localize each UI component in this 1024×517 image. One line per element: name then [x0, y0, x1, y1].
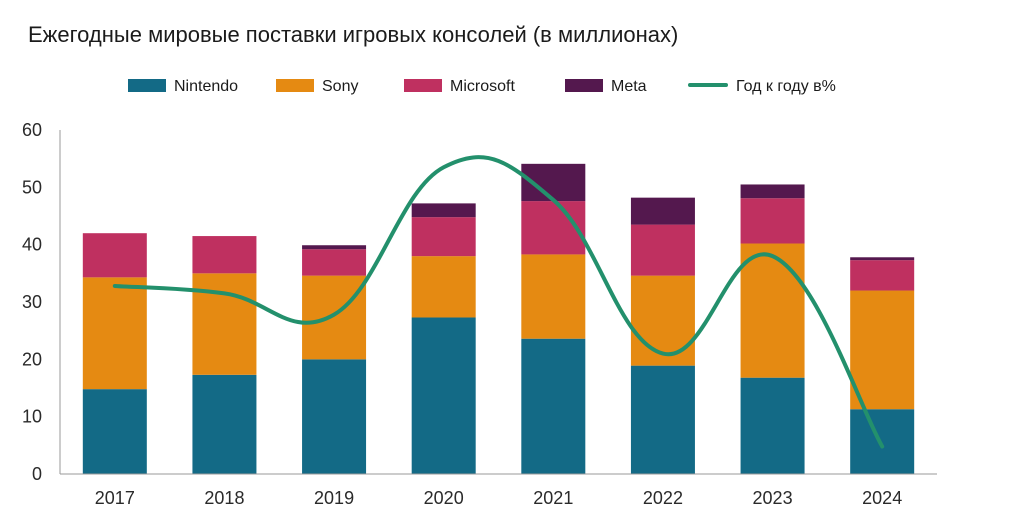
x-tick-label: 2021 — [533, 488, 573, 508]
x-tick-label: 2020 — [424, 488, 464, 508]
bar-microsoft-2018 — [192, 236, 257, 274]
y-tick-label: 50 — [22, 177, 42, 197]
bar-microsoft-2022 — [630, 224, 695, 276]
legend: Nintendo Sony Microsoft Meta Год к году в% — [128, 78, 836, 95]
y-tick-label: 10 — [22, 407, 42, 427]
x-tick-label: 2024 — [862, 488, 902, 508]
bar-microsoft-2017 — [82, 233, 147, 278]
bar-sony-2024 — [850, 290, 915, 410]
bar-nintendo-2021 — [521, 338, 586, 474]
bar-nintendo-2018 — [192, 374, 257, 474]
y-tick-label: 30 — [22, 292, 42, 312]
y-tick-label: 20 — [22, 349, 42, 369]
bar-sony-2021 — [521, 254, 586, 339]
legend-swatch-nintendo — [128, 79, 166, 92]
bar-sony-2023 — [740, 243, 805, 378]
bar-sony-2020 — [411, 256, 476, 318]
bar-microsoft-2019 — [302, 249, 367, 276]
bar-nintendo-2019 — [302, 359, 367, 474]
legend-swatch-meta — [565, 79, 603, 92]
legend-swatch-microsoft — [404, 79, 442, 92]
bar-microsoft-2024 — [850, 260, 915, 291]
bar-microsoft-2023 — [740, 198, 805, 244]
bar-microsoft-2020 — [411, 217, 476, 257]
bar-meta-2019 — [302, 245, 367, 250]
bar-meta-2022 — [630, 197, 695, 225]
bar-meta-2020 — [411, 203, 476, 218]
x-tick-label: 2022 — [643, 488, 683, 508]
trend-line — [112, 155, 885, 449]
y-tick-label: 0 — [32, 464, 42, 484]
legend-label: Sony — [322, 78, 358, 95]
x-axis: 2017 2018 2019 2020 2021 2022 2023 2024 — [60, 473, 937, 508]
x-tick-label: 2019 — [314, 488, 354, 508]
bar-meta-2023 — [740, 184, 805, 199]
chart-title: Ежегодные мировые поставки игровых консо… — [28, 22, 679, 47]
bar-nintendo-2024 — [850, 409, 915, 474]
bar-nintendo-2020 — [411, 317, 476, 474]
bar-sony-2019 — [302, 275, 367, 360]
y-tick-label: 40 — [22, 235, 42, 255]
legend-label: Nintendo — [174, 78, 238, 95]
y-tick-label: 60 — [22, 120, 42, 140]
bar-nintendo-2017 — [82, 389, 147, 474]
x-tick-label: 2023 — [753, 488, 793, 508]
legend-swatch-sony — [276, 79, 314, 92]
bar-sony-2017 — [82, 277, 147, 390]
y-axis: 0 10 20 30 40 50 60 — [22, 120, 61, 484]
legend-label: Год к году в% — [736, 78, 836, 95]
x-tick-label: 2018 — [204, 488, 244, 508]
bar-meta-2024 — [850, 257, 915, 261]
bar-sony-2018 — [192, 273, 257, 375]
x-tick-label: 2017 — [95, 488, 135, 508]
legend-label: Microsoft — [450, 78, 515, 95]
legend-label: Meta — [611, 78, 647, 95]
bar-nintendo-2023 — [740, 377, 805, 474]
bars — [82, 163, 915, 474]
yoy-line — [112, 155, 885, 449]
bar-nintendo-2022 — [630, 365, 695, 474]
